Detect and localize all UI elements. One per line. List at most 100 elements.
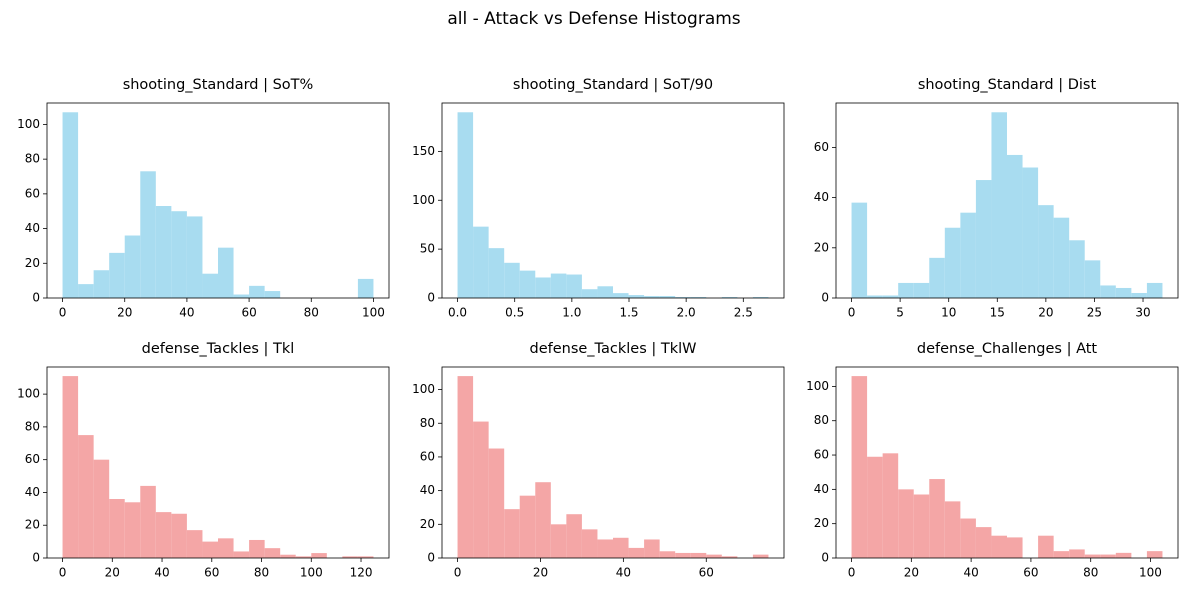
bar bbox=[186, 530, 203, 558]
bar bbox=[991, 112, 1007, 299]
x-tick-label: 0 bbox=[848, 566, 856, 580]
y-tick-label: 60 bbox=[420, 449, 435, 463]
x-tick-label: 30 bbox=[1135, 306, 1150, 320]
bar bbox=[867, 456, 883, 558]
bar bbox=[124, 235, 141, 298]
y-tick-label: 0 bbox=[32, 551, 40, 565]
y-tick-label: 40 bbox=[420, 483, 435, 497]
x-tick-label: 20 bbox=[1038, 306, 1053, 320]
x-tick-label: 40 bbox=[963, 566, 978, 580]
y-tick-label: 100 bbox=[412, 193, 435, 207]
x-tick-label: 20 bbox=[533, 566, 548, 580]
y-tick-label: 20 bbox=[25, 518, 40, 532]
x-tick-label: 0 bbox=[59, 566, 67, 580]
bar bbox=[675, 552, 691, 558]
bar bbox=[1115, 287, 1132, 298]
bar bbox=[898, 489, 914, 558]
bar bbox=[690, 552, 707, 558]
y-tick-label: 100 bbox=[806, 379, 829, 393]
bar bbox=[628, 547, 645, 558]
bar bbox=[550, 524, 567, 558]
bar bbox=[960, 518, 976, 558]
bar bbox=[1069, 240, 1085, 298]
bar bbox=[1146, 551, 1163, 558]
axes-frame bbox=[46, 366, 390, 559]
bar bbox=[1038, 535, 1054, 558]
bar bbox=[280, 554, 296, 558]
bar bbox=[488, 248, 505, 298]
y-tick-label: 100 bbox=[17, 117, 40, 131]
bar bbox=[1115, 552, 1132, 558]
bar bbox=[93, 459, 110, 558]
bar bbox=[597, 539, 613, 558]
y-tick-label: 40 bbox=[25, 485, 40, 499]
bar bbox=[613, 293, 629, 298]
bar bbox=[357, 278, 374, 298]
bar bbox=[867, 295, 883, 298]
bar bbox=[721, 556, 738, 558]
y-tick-label: 80 bbox=[420, 416, 435, 430]
bar bbox=[202, 541, 218, 558]
bar bbox=[752, 554, 769, 558]
y-tick-label: 60 bbox=[25, 452, 40, 466]
bar bbox=[913, 282, 930, 298]
bar bbox=[457, 112, 474, 299]
bar bbox=[233, 294, 250, 298]
x-tick-label: 5 bbox=[896, 306, 904, 320]
bar bbox=[675, 297, 691, 298]
bar bbox=[613, 537, 629, 558]
bar bbox=[659, 296, 676, 298]
bar bbox=[62, 376, 79, 558]
bar bbox=[581, 529, 598, 558]
bar bbox=[519, 270, 536, 298]
x-tick-label: 40 bbox=[179, 306, 194, 320]
axes-frame bbox=[46, 102, 390, 299]
bar bbox=[1146, 282, 1163, 298]
x-tick-label: 0 bbox=[848, 306, 856, 320]
bar bbox=[233, 551, 250, 558]
x-tick-label: 0 bbox=[59, 306, 67, 320]
bar bbox=[882, 453, 899, 558]
y-tick-label: 100 bbox=[412, 382, 435, 396]
bar bbox=[1069, 549, 1085, 558]
axes-frame bbox=[441, 366, 785, 559]
x-tick-label: 20 bbox=[904, 566, 919, 580]
x-tick-label: 80 bbox=[304, 306, 319, 320]
x-tick-label: 20 bbox=[117, 306, 132, 320]
bar bbox=[202, 273, 218, 298]
bar bbox=[342, 556, 358, 558]
bar bbox=[550, 273, 567, 298]
bar bbox=[264, 291, 281, 298]
bar bbox=[1131, 292, 1147, 298]
x-tick-label: 0 bbox=[454, 566, 462, 580]
bar bbox=[944, 227, 961, 298]
bar bbox=[473, 226, 489, 298]
bar bbox=[504, 262, 520, 298]
bar bbox=[249, 539, 265, 558]
bar bbox=[1053, 217, 1070, 298]
y-tick-label: 40 bbox=[814, 482, 829, 496]
x-tick-label: 20 bbox=[105, 566, 120, 580]
y-tick-label: 0 bbox=[32, 291, 40, 305]
x-tick-label: 60 bbox=[241, 306, 256, 320]
y-tick-label: 150 bbox=[412, 144, 435, 158]
axes-frame bbox=[835, 366, 1179, 559]
bar bbox=[960, 212, 976, 298]
bar bbox=[975, 180, 992, 298]
bar bbox=[690, 297, 707, 298]
bar bbox=[644, 539, 660, 558]
bar bbox=[1007, 154, 1023, 298]
bar bbox=[991, 535, 1007, 558]
bar bbox=[628, 295, 645, 298]
y-tick-label: 20 bbox=[25, 256, 40, 270]
y-tick-label: 40 bbox=[814, 190, 829, 204]
bar bbox=[93, 270, 110, 298]
bar bbox=[1022, 167, 1039, 298]
bar bbox=[218, 247, 234, 298]
bar bbox=[78, 435, 94, 558]
bar bbox=[581, 289, 598, 298]
bar bbox=[659, 551, 676, 558]
bar bbox=[473, 421, 489, 558]
bar bbox=[1084, 260, 1101, 298]
bar bbox=[752, 297, 769, 298]
